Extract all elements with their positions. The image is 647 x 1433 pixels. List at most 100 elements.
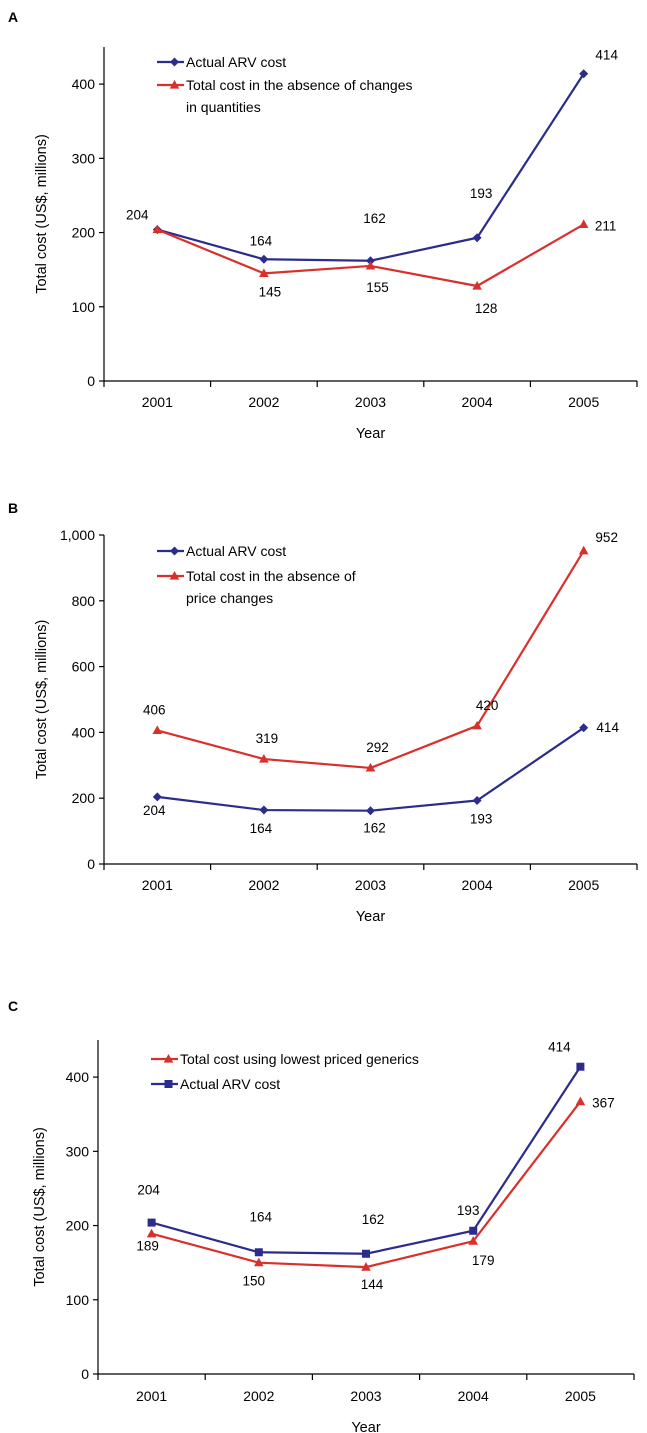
data-label: 164 (250, 1209, 273, 1224)
x-axis-title: Year (356, 426, 385, 442)
data-label: 204 (126, 208, 149, 223)
data-point (366, 806, 375, 816)
y-tick-label: 1,000 (60, 527, 95, 543)
y-tick-label: 400 (72, 724, 96, 740)
data-point (361, 1262, 371, 1271)
data-point (365, 762, 376, 772)
y-tick-label: 200 (72, 790, 96, 806)
data-label: 193 (457, 1203, 480, 1218)
data-point (472, 233, 482, 243)
legend-label: Total cost using lowest priced generics (180, 1051, 419, 1067)
legend-swatch-marker (169, 571, 180, 580)
data-label: 162 (363, 821, 386, 836)
data-point (259, 254, 269, 264)
x-tick-label: 2005 (568, 877, 599, 893)
data-label: 406 (143, 702, 166, 717)
legend-label: Actual ARV cost (186, 543, 286, 559)
x-tick-label: 2003 (355, 877, 386, 893)
legend-item: Actual ARV cost (157, 543, 286, 559)
data-point (254, 1257, 264, 1267)
y-tick-label: 0 (87, 856, 95, 872)
data-point (259, 268, 269, 277)
series-line (156, 223, 585, 288)
x-tick-label: 2004 (462, 394, 493, 410)
data-label: 164 (250, 821, 273, 836)
y-tick-label: 300 (66, 1143, 90, 1159)
data-point (366, 256, 375, 266)
data-point (578, 219, 589, 228)
data-label: 204 (137, 1183, 160, 1198)
y-tick-label: 100 (72, 299, 96, 315)
data-point (469, 1226, 478, 1235)
data-label: 420 (476, 698, 499, 713)
data-label: 144 (361, 1277, 384, 1292)
chart-panel-c: C 0 100 200 300 400 2001 2002 2003 2004 2005 Year To… (8, 998, 635, 1433)
data-label: 162 (362, 1212, 385, 1227)
data-label: 367 (592, 1096, 615, 1111)
legend-item: Actual ARV cost (157, 54, 286, 70)
data-label: 128 (475, 301, 498, 316)
data-label: 193 (470, 186, 493, 201)
x-tick-label: 2001 (136, 1388, 167, 1404)
data-point (254, 1248, 263, 1257)
x-tick-label: 2002 (248, 394, 279, 410)
data-point (365, 260, 376, 270)
data-point (259, 805, 269, 815)
data-point (362, 1249, 370, 1258)
data-label: 204 (143, 803, 166, 818)
y-tick-label: 600 (72, 659, 96, 675)
legend-label: Total cost in the absence of changes (186, 77, 412, 93)
legend-swatch-marker (169, 80, 180, 89)
legend-item: Total cost using lowest priced generics (151, 1051, 419, 1067)
data-label: 414 (548, 1040, 571, 1055)
x-tick-label: 2005 (568, 394, 599, 410)
data-label: 179 (472, 1253, 495, 1268)
data-label: 189 (136, 1239, 159, 1254)
data-label: 155 (366, 280, 389, 295)
legend-swatch-marker (170, 546, 179, 556)
data-label: 211 (595, 218, 617, 233)
y-axis-title: Total cost (US$, millions) (34, 134, 50, 294)
chart-panel-b: B 0 200 400 600 800 1,000 2001 2002 2003 2004 2005 Y… (8, 500, 638, 925)
series-line (151, 1100, 582, 1269)
panel-letter: C (8, 998, 18, 1014)
y-axis-title: Total cost (US$, millions) (34, 620, 50, 780)
data-label: 193 (470, 812, 493, 827)
data-label: 292 (366, 740, 389, 755)
x-axis-title: Year (356, 909, 385, 925)
data-point (472, 720, 482, 730)
x-axis-title: Year (351, 1420, 380, 1433)
data-point (146, 1228, 157, 1238)
x-tick-label: 2003 (350, 1388, 381, 1404)
y-axis-title: Total cost (US$, millions) (32, 1127, 48, 1287)
x-tick-label: 2003 (355, 394, 386, 410)
x-tick-label: 2002 (243, 1388, 274, 1404)
chart-panel-a: A 0 100 200 300 400 2001 2002 2003 2004 2005 Year To… (8, 9, 638, 442)
data-label: 145 (259, 284, 282, 299)
x-tick-label: 2002 (248, 877, 279, 893)
legend-item: Total cost in the absence of changes in q… (157, 77, 412, 115)
data-point (472, 796, 482, 806)
legend-label: Actual ARV cost (180, 1076, 280, 1092)
x-tick-label: 2005 (565, 1388, 596, 1404)
legend-item: Actual ARV cost (151, 1076, 280, 1092)
x-tick-label: 2001 (142, 877, 173, 893)
legend-label: Total cost in the absence of (186, 568, 356, 584)
x-tick-label: 2001 (142, 394, 173, 410)
y-tick-label: 0 (87, 373, 95, 389)
legend-item: Total cost in the absence of price change… (157, 568, 356, 606)
data-point (579, 69, 589, 79)
data-point (575, 1096, 586, 1106)
data-point (472, 280, 482, 290)
legend-label: price changes (186, 590, 273, 606)
y-tick-label: 400 (66, 1069, 90, 1085)
legend-swatch-marker (163, 1054, 174, 1063)
y-tick-label: 0 (81, 1366, 89, 1382)
y-tick-label: 100 (66, 1292, 90, 1308)
y-tick-label: 800 (72, 593, 96, 609)
data-point (147, 1218, 156, 1227)
x-tick-label: 2004 (458, 1388, 489, 1404)
legend-swatch-marker (164, 1080, 173, 1088)
legend-label: Actual ARV cost (186, 54, 286, 70)
data-label: 414 (595, 48, 618, 63)
